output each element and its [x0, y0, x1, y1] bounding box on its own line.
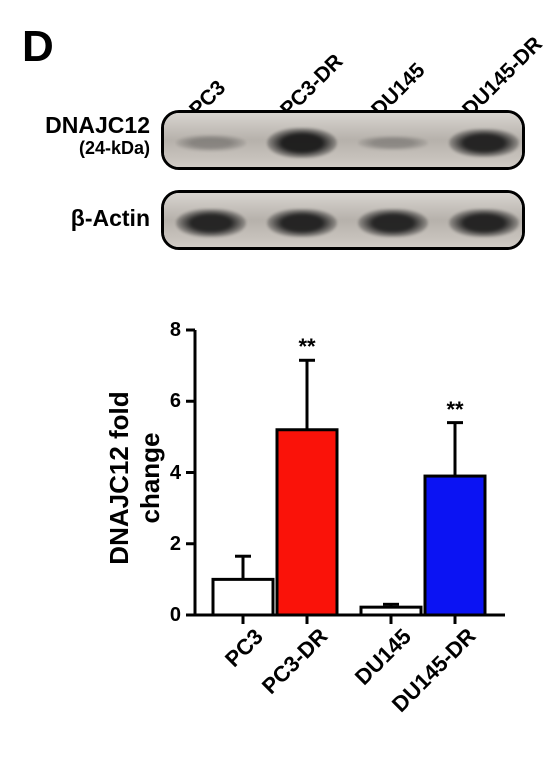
panel-letter: D: [22, 22, 54, 72]
bar-chart-svg: [115, 300, 547, 761]
figure-panel: D PC3PC3-DRDU145DU145-DR DNAJC12 (24-kDa…: [0, 0, 547, 761]
bar: [425, 476, 485, 615]
bar: [277, 430, 337, 615]
bar: [213, 579, 273, 615]
blot-band: [267, 209, 337, 238]
blot-band: [267, 128, 337, 157]
blot-band: [449, 209, 519, 238]
significance-label: **: [440, 397, 470, 423]
blot-band: [358, 136, 428, 151]
blot-row0-sublabel: (24-kDa): [0, 138, 150, 159]
y-tick-label: 8: [115, 319, 181, 342]
y-tick-label: 2: [115, 533, 181, 556]
bar-chart: DNAJC12 foldchange 02468PC3**PC3-DRDU145…: [115, 300, 547, 761]
blot-band: [176, 135, 246, 150]
significance-label: **: [292, 334, 322, 360]
blot-band: [358, 209, 428, 237]
blot-row1-label: β-Actin: [0, 205, 150, 232]
blot-lane-label: DU145-DR: [458, 32, 547, 122]
bar: [361, 607, 421, 615]
y-tick-label: 4: [115, 462, 181, 485]
y-tick-label: 6: [115, 390, 181, 413]
blot-band: [449, 129, 519, 158]
y-tick-label: 0: [115, 604, 181, 627]
blot-band: [176, 209, 246, 237]
blot-row-actin: [161, 190, 525, 250]
blot-row-dnajc12: [161, 110, 525, 170]
blot-row0-label: DNAJC12: [0, 112, 150, 139]
